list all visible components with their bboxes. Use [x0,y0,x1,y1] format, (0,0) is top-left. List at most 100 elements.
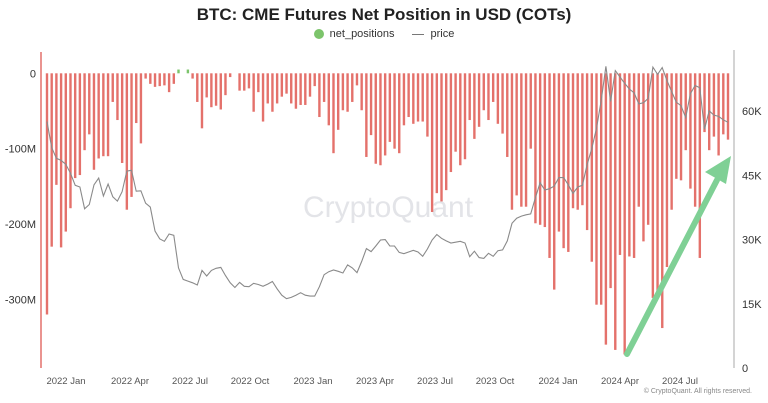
net-position-bar [243,73,246,91]
x-axis-tick-label: 2024 Jul [662,376,698,387]
net-position-bar [449,73,453,173]
net-position-bar [139,73,143,144]
net-position-bar [327,73,330,126]
net-position-bar [562,73,565,249]
net-position-bar [210,73,213,108]
net-position-bar [506,73,509,157]
net-position-bar [595,73,598,305]
net-position-bar [360,73,363,111]
x-axis-tick-label: 2023 Apr [356,376,394,387]
net-position-bar [473,73,476,139]
net-position-bar [722,73,725,135]
x-axis-tick-label: 2023 Jul [417,376,453,387]
net-position-bar [196,73,199,102]
arrow-shaft [624,177,720,357]
net-position-bar [45,73,49,315]
net-position-bar [125,73,129,210]
net-position-bar [186,69,190,74]
net-position-bar [440,73,443,202]
net-position-bar [228,73,232,78]
net-position-bar [106,73,110,157]
net-position-bar [83,73,86,151]
x-axis-tick-label: 2024 Apr [601,376,639,387]
net-position-bar [285,73,288,94]
net-position-bar [604,73,608,345]
net-position-bar [365,73,368,157]
chart-title: BTC: CME Futures Net Position in USD (CO… [196,5,572,24]
net-position-bar [642,73,645,242]
left-axis-tick-label: -200M [5,219,36,231]
net-position-bar [102,73,105,157]
net-position-bar [670,73,673,210]
x-axis-tick-label: 2022 Oct [231,376,270,387]
net-position-bar [661,73,664,329]
net-position-bar [454,73,457,152]
net-position-bar [219,73,222,110]
net-position-bar [144,73,147,79]
net-position-bar [78,73,82,176]
net-position-bar [567,73,570,252]
net-position-bar [369,73,373,136]
net-position-bar [585,73,589,231]
net-position-bar [501,73,504,134]
net-position-bar [158,73,161,87]
net-position-bar [280,73,284,97]
net-position-bar [88,73,91,135]
legend-price[interactable]: price [430,28,455,40]
net-position-bar [130,73,133,197]
net-position-bar [214,73,218,106]
net-position-bar [177,69,180,74]
net-position-bar [383,73,387,156]
net-position-bar [614,73,617,350]
net-position-bar [726,73,730,140]
net-position-bar [167,73,171,93]
left-axis-tick-label: -100M [5,144,36,156]
right-axis-tick-label: 45K [742,170,762,182]
net-position-bar [581,73,584,206]
net-position-bar [252,73,255,112]
net-position-bar [482,73,485,111]
net-position-bar [257,73,260,93]
net-position-bar [322,73,326,102]
net-position-bar [496,73,500,124]
net-position-bar [477,73,481,127]
legend-net-positions[interactable]: net_positions [329,28,395,40]
right-axis-tick-label: 60K [742,106,762,118]
net-position-bar [543,73,547,228]
net-position-bar [557,73,561,232]
net-position-bar [637,73,640,207]
net-position-bar [548,73,551,258]
net-position-bar [205,73,208,98]
net-position-bar [712,73,716,137]
net-position-bar [553,73,556,290]
net-position-bar [632,73,636,258]
legend-price-swatch [412,33,425,35]
net-position-bar [304,73,307,105]
net-position-bar [116,73,119,121]
x-axis-tick-label: 2023 Jan [293,376,332,387]
net-position-bar [491,73,495,102]
net-position-bar [618,73,622,255]
watermark: CryptoQuant [303,191,474,224]
net-position-bar [534,73,537,224]
net-position-bar [135,73,138,124]
net-position-bar [651,73,655,298]
net-position-bar [69,73,72,209]
net-position-bar [261,73,265,122]
net-position-bar [388,73,392,142]
net-position-bar [529,73,532,149]
net-position-bar [679,73,683,181]
net-position-bar [407,73,410,118]
net-position-bar [426,73,429,137]
net-position-bar [590,73,593,262]
net-position-bar [92,73,96,170]
net-position-bar [271,73,274,112]
net-position-bar [247,73,251,89]
legend-net-positions-swatch [313,29,324,39]
net-position-bar [628,73,631,257]
net-position-bar [275,73,279,104]
net-position-bar [689,73,692,189]
net-position-bar [351,73,354,102]
net-position-bar [487,73,490,121]
